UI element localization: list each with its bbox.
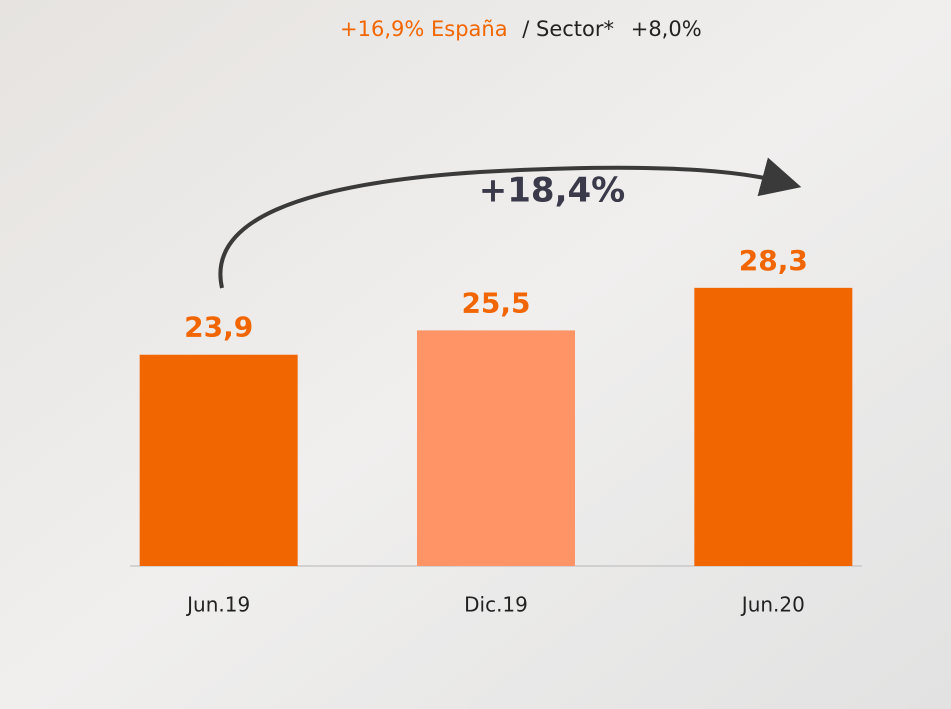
page: +16,9% España / Sector* +8,0% +18,4% Jun… [0, 0, 951, 709]
header-sector-value: +8,0% [631, 17, 702, 41]
x-tick-label: Jun.19 [185, 593, 250, 617]
x-tick-label: Dic.19 [464, 593, 528, 617]
bar [417, 330, 575, 566]
value-label: 28,3 [739, 244, 808, 277]
header-sector: / Sector* [522, 17, 614, 41]
chart: +16,9% España / Sector* +8,0% +18,4% Jun… [0, 0, 951, 709]
value-label: 23,9 [184, 311, 253, 344]
annotation: +18,4% [479, 171, 625, 211]
bar [694, 288, 852, 566]
bar [140, 355, 298, 566]
value-label: 25,5 [461, 286, 530, 319]
x-tick-label: Jun.20 [740, 593, 805, 617]
header-country: +16,9% España [340, 17, 508, 41]
